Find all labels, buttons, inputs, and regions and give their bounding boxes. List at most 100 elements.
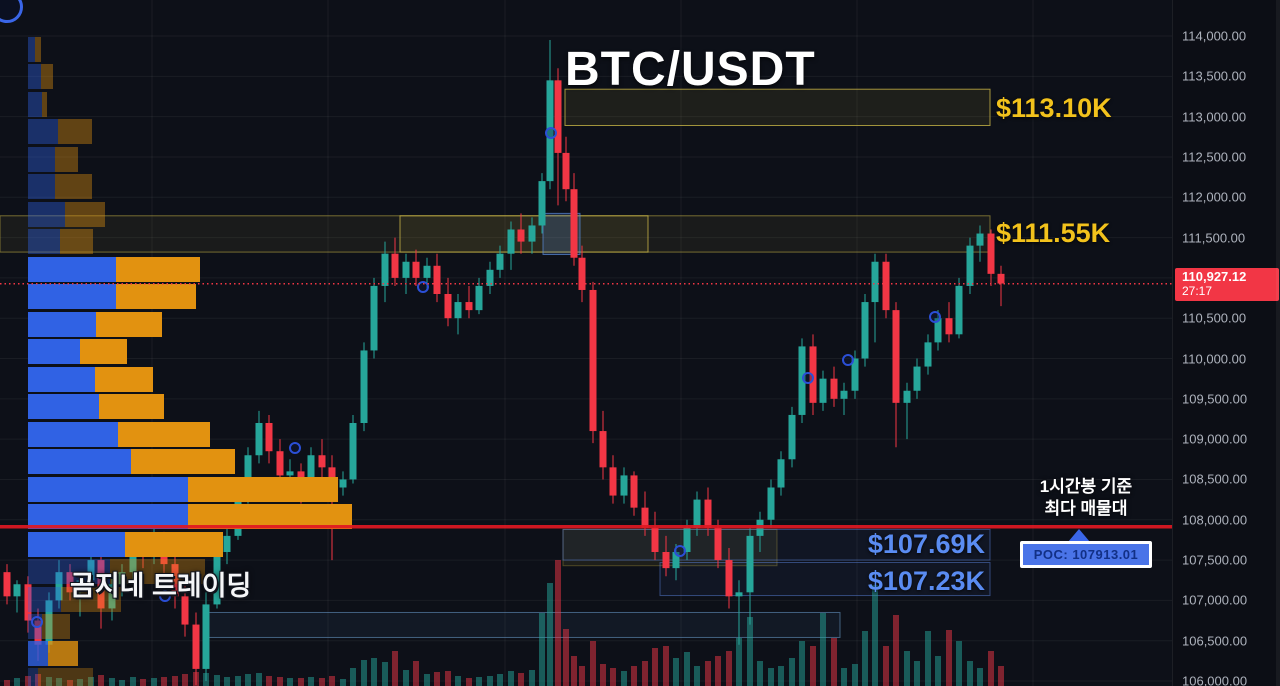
axis-tick: 112,500.00: [1182, 149, 1247, 165]
candle-body: [851, 358, 859, 391]
level-label: $113.10K: [996, 92, 1112, 123]
volume-bar: [673, 658, 679, 686]
candle-body: [641, 507, 649, 528]
volume-profile-buy-bar: [28, 257, 116, 282]
signal-marker: [289, 442, 301, 454]
candle-body: [433, 265, 441, 294]
volume-bar: [466, 678, 472, 686]
volume-bar: [298, 678, 304, 686]
volume-bar: [831, 638, 837, 686]
candle-body: [318, 455, 326, 468]
signal-marker: [842, 354, 854, 366]
volume-bar: [684, 652, 690, 686]
volume-bar: [862, 631, 868, 686]
volume-bar: [214, 675, 220, 686]
volume-bar: [497, 674, 503, 686]
axis-tick: 112,000.00: [1182, 189, 1247, 205]
volume-bar: [340, 679, 346, 686]
volume-profile-buy-bar: [28, 64, 41, 89]
volume-bar: [852, 664, 858, 686]
price-axis[interactable]: 110,927.12 27:17 114,000.00 113,500.00 113…: [1172, 0, 1280, 686]
volume-bar: [172, 676, 178, 686]
candle-body: [465, 302, 473, 311]
candle-body: [265, 423, 273, 452]
logo-icon: [0, 0, 23, 23]
volume-bar: [434, 672, 440, 686]
candle-body: [570, 189, 578, 258]
candle-body: [370, 285, 378, 351]
axis-tick: 110,000.00: [1182, 351, 1247, 366]
volume-bar: [151, 678, 157, 686]
candle-body: [589, 289, 597, 432]
zone-113-10k: [564, 88, 991, 126]
volume-profile-sell-bar: [42, 614, 70, 639]
axis-tick: 109,500.00: [1182, 391, 1248, 407]
volume-bar: [455, 676, 461, 686]
zone-107-69k: [562, 528, 991, 561]
volume-bar: [946, 630, 952, 686]
volume-bar: [715, 656, 721, 686]
signal-marker: [417, 281, 429, 293]
candle-body: [903, 390, 911, 403]
volume-bar: [77, 679, 83, 686]
volume-profile-buy-bar: [28, 174, 55, 199]
volume-bar: [487, 676, 493, 686]
volume-profile-sell-bar: [188, 504, 352, 529]
volume-bar: [799, 641, 805, 686]
volume-bar: [256, 673, 262, 686]
candle-body: [945, 318, 953, 335]
candle-body: [87, 560, 95, 581]
candle-body: [630, 475, 638, 508]
supply-note-line1: 1시간봉 기준: [1039, 476, 1133, 496]
candle-body: [809, 346, 817, 403]
volume-bar: [883, 646, 889, 686]
volume-bar: [308, 677, 314, 686]
axis-tick: 111,500.00: [1182, 230, 1246, 246]
candle-body: [402, 261, 410, 278]
volume-bar: [119, 680, 125, 686]
volume-bar: [726, 651, 732, 686]
volume-profile-sell-bar: [42, 92, 47, 117]
volume-bar: [319, 678, 325, 686]
volume-profile-sell-bar: [96, 312, 162, 337]
volume-bar: [652, 648, 658, 686]
volume-bar: [810, 646, 816, 686]
axis-tick: 114,000.00: [1182, 28, 1247, 44]
poc-callout[interactable]: POC: 107913.01: [1020, 540, 1152, 568]
candle-body: [391, 253, 399, 278]
current-price-value: 110,927.12: [1182, 268, 1247, 284]
volume-profile-buy-bar: [28, 477, 188, 502]
volume-profile-sell-bar: [60, 229, 93, 254]
volume-profile-sell-bar: [125, 532, 223, 557]
volume-bar: [56, 678, 62, 686]
volume-profile-buy-bar: [28, 284, 116, 309]
candle-body: [202, 604, 210, 669]
candle-countdown: 27:17: [1182, 283, 1213, 298]
candle-body: [819, 378, 827, 403]
candle-body: [651, 527, 659, 552]
candle-body: [672, 552, 680, 569]
volume-bar: [25, 676, 31, 686]
candle-body: [444, 294, 452, 319]
candle-body: [746, 535, 754, 593]
volume-profile-buy-bar: [28, 367, 95, 392]
volume-bar: [539, 613, 545, 686]
axis-tick: 108,500.00: [1182, 471, 1248, 487]
supply-zone-note: 1시간봉 기준 최다 매물대: [1006, 476, 1166, 520]
volume-profile-sell-bar: [65, 202, 105, 227]
candle-body: [255, 423, 263, 456]
signal-marker: [802, 372, 814, 384]
candle-body: [286, 471, 294, 476]
volume-bar: [413, 661, 419, 686]
candle-body: [562, 152, 570, 190]
volume-profile-buy-bar: [28, 641, 48, 666]
volume-bar: [518, 673, 524, 686]
volume-bar: [193, 672, 199, 686]
candle-body: [767, 487, 775, 520]
supply-note-line2: 최다 매물대: [1044, 498, 1128, 518]
candle-body: [546, 80, 554, 182]
candle-body: [181, 596, 189, 625]
volume-bar: [140, 679, 146, 686]
axis-tick: 107,500.00: [1182, 552, 1248, 568]
